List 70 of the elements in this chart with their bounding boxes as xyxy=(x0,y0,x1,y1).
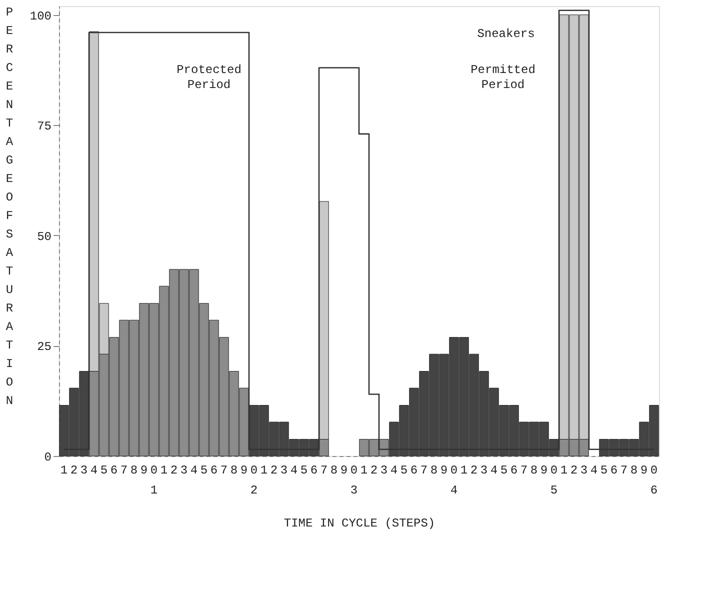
annotation: Permitted Period xyxy=(470,63,536,92)
x-tick-label: 6 xyxy=(610,464,618,478)
x-tick-label: 7 xyxy=(120,464,128,478)
x-tick-label: 5 xyxy=(500,464,508,478)
x-tick-label: 3 xyxy=(280,464,288,478)
x-tick-label: 2 xyxy=(70,464,78,478)
y-tick-label: 25 xyxy=(37,340,52,354)
x-tick-label: 4 xyxy=(390,464,398,478)
x-tick-label: 5 xyxy=(400,464,408,478)
y-tick-label: 75 xyxy=(37,120,52,134)
x-tick-label: 8 xyxy=(130,464,138,478)
x-tick-label: 4 xyxy=(290,464,298,478)
x-tick-label: 0 2 xyxy=(250,464,258,498)
x-tick-label: 4 xyxy=(590,464,598,478)
x-tick-label: 5 xyxy=(200,464,208,478)
x-tick-label: 4 xyxy=(490,464,498,478)
x-tick-label: 3 xyxy=(80,464,88,478)
x-tick-label: 6 xyxy=(110,464,118,478)
x-tick-label: 5 xyxy=(100,464,108,478)
x-tick-label: 7 xyxy=(220,464,228,478)
x-tick-label: 6 xyxy=(410,464,418,478)
x-tick-label: 9 xyxy=(340,464,348,478)
x-tick-label: 1 xyxy=(260,464,268,478)
x-tick-label: 7 xyxy=(420,464,428,478)
x-tick-label: 1 xyxy=(60,464,68,478)
x-tick-label: 9 xyxy=(540,464,548,478)
x-tick-label: 6 xyxy=(210,464,218,478)
x-tick-label: 1 xyxy=(460,464,468,478)
x-axis-title: TIME IN CYCLE (STEPS) xyxy=(284,516,436,530)
annotation: Sneakers xyxy=(477,27,535,41)
annotation: Protected Period xyxy=(176,63,242,92)
x-tick-label: 9 xyxy=(240,464,248,478)
x-tick-label: 0 1 xyxy=(150,464,158,498)
y-tick-label: 100 xyxy=(30,9,52,24)
text: PERCENTAGE OF SATURATION xyxy=(6,6,14,408)
x-tick-label: 6 xyxy=(310,464,318,478)
x-tick-label: 4 xyxy=(190,464,198,478)
x-tick-label: 1 xyxy=(360,464,368,478)
x-tick-label: 6 xyxy=(510,464,518,478)
x-tick-label: 2 xyxy=(170,464,178,478)
x-tick-label: 9 xyxy=(140,464,148,478)
x-tick-label: 2 xyxy=(570,464,578,478)
x-tick-label: 0 5 xyxy=(550,464,558,498)
x-tick-label: 3 xyxy=(580,464,588,478)
x-tick-label: 9 xyxy=(440,464,448,478)
x-tick-label: 5 xyxy=(300,464,308,478)
x-tick-label: 8 xyxy=(630,464,638,478)
x-tick-label: 9 xyxy=(640,464,648,478)
x-tick-label: 8 xyxy=(430,464,438,478)
x-tick-label: 7 xyxy=(520,464,528,478)
x-tick-label: 5 xyxy=(600,464,608,478)
x-tick-label: 7 xyxy=(320,464,328,478)
x-tick-label: 2 xyxy=(370,464,378,478)
x-tick-label: 8 xyxy=(330,464,338,478)
y-tick-label: 50 xyxy=(37,230,52,244)
x-tick-label: 8 xyxy=(530,464,538,478)
x-tick-label: 3 xyxy=(480,464,488,478)
x-tick-label: 0 4 xyxy=(450,464,458,498)
x-tick-label: 0 6 xyxy=(650,464,658,498)
x-tick-label: 3 xyxy=(180,464,188,478)
x-tick-label: 4 xyxy=(90,464,98,478)
x-tick-label: 2 xyxy=(270,464,278,478)
y-tick-label: 0 xyxy=(44,450,52,464)
x-tick-label: 1 xyxy=(560,464,568,478)
x-tick-label: 2 xyxy=(470,464,478,478)
x-tick-label: 1 xyxy=(160,464,168,478)
x-tick-label: 7 xyxy=(620,464,628,478)
x-tick-label: 3 xyxy=(380,464,388,478)
x-tick-label: 0 3 xyxy=(350,464,358,498)
x-tick-label: 8 xyxy=(230,464,238,478)
